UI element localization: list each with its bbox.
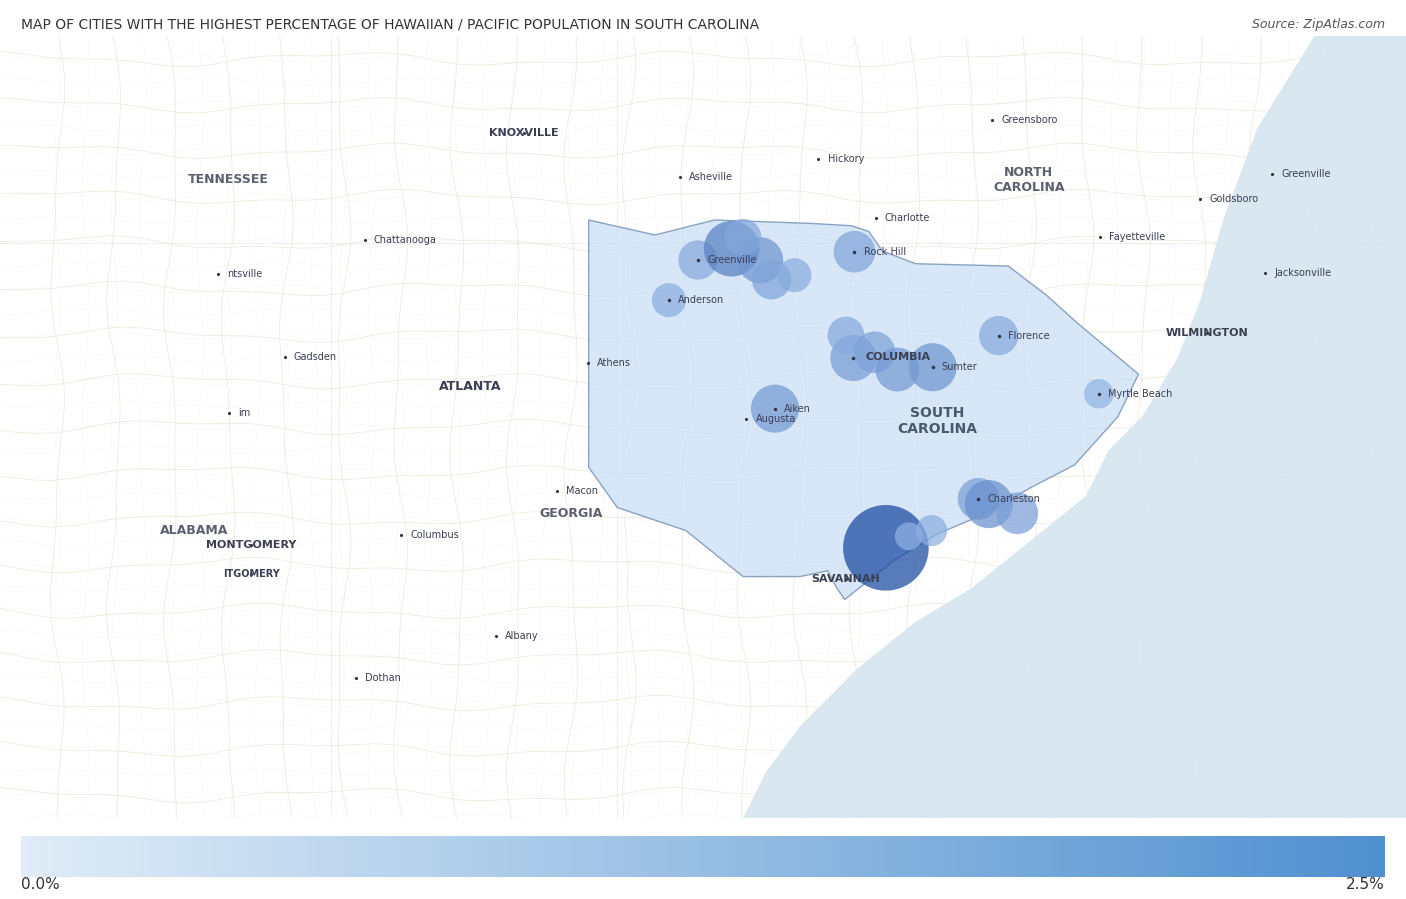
Point bbox=[761, 272, 783, 287]
Text: GEORGIA: GEORGIA bbox=[540, 507, 603, 520]
Polygon shape bbox=[742, 36, 1406, 818]
Point bbox=[763, 402, 786, 416]
Text: Asheville: Asheville bbox=[689, 173, 734, 182]
Text: Charlotte: Charlotte bbox=[884, 213, 931, 223]
Polygon shape bbox=[589, 220, 1139, 600]
Text: Macon: Macon bbox=[565, 486, 598, 496]
Point bbox=[835, 328, 858, 343]
Text: Chattanooga: Chattanooga bbox=[374, 235, 437, 245]
Text: Dothan: Dothan bbox=[364, 672, 401, 682]
Text: Goldsboro: Goldsboro bbox=[1209, 194, 1258, 204]
Text: ntsville: ntsville bbox=[228, 269, 263, 279]
Point bbox=[783, 268, 806, 282]
Point bbox=[897, 530, 920, 544]
Text: Greenville: Greenville bbox=[1281, 169, 1331, 179]
Text: ITGOMERY: ITGOMERY bbox=[224, 569, 280, 579]
Point bbox=[875, 540, 897, 555]
Text: MAP OF CITIES WITH THE HIGHEST PERCENTAGE OF HAWAIIAN / PACIFIC POPULATION IN SO: MAP OF CITIES WITH THE HIGHEST PERCENTAG… bbox=[21, 18, 759, 32]
Point bbox=[720, 242, 742, 256]
Text: Greenville: Greenville bbox=[707, 255, 756, 265]
Text: Athens: Athens bbox=[596, 358, 631, 368]
Text: Sumter: Sumter bbox=[942, 362, 977, 372]
Point bbox=[886, 362, 908, 377]
Point bbox=[977, 497, 1000, 512]
Point bbox=[921, 523, 943, 538]
Text: Greensboro: Greensboro bbox=[1001, 115, 1057, 125]
Text: Augusta: Augusta bbox=[755, 414, 796, 424]
Point bbox=[863, 345, 886, 360]
Text: Gadsden: Gadsden bbox=[294, 352, 337, 362]
Text: 0.0%: 0.0% bbox=[21, 877, 60, 892]
Point bbox=[844, 245, 866, 259]
Point bbox=[749, 253, 772, 267]
Text: Columbus: Columbus bbox=[411, 530, 460, 540]
Point bbox=[1007, 506, 1029, 521]
Text: Jacksonville: Jacksonville bbox=[1275, 268, 1331, 278]
Text: COLUMBIA: COLUMBIA bbox=[865, 352, 931, 362]
Text: SAVANNAH: SAVANNAH bbox=[811, 574, 880, 583]
Text: ATLANTA: ATLANTA bbox=[439, 380, 501, 393]
Text: Fayetteville: Fayetteville bbox=[1109, 232, 1166, 242]
Text: Anderson: Anderson bbox=[678, 295, 724, 305]
Text: TENNESSEE: TENNESSEE bbox=[188, 174, 269, 186]
Text: Source: ZipAtlas.com: Source: ZipAtlas.com bbox=[1251, 18, 1385, 31]
Point bbox=[987, 328, 1010, 343]
Point bbox=[967, 492, 990, 506]
Text: WILMINGTON: WILMINGTON bbox=[1166, 328, 1249, 338]
Text: KNOXVILLE: KNOXVILLE bbox=[489, 128, 558, 138]
Point bbox=[658, 293, 681, 307]
Point bbox=[842, 351, 865, 365]
Text: Aiken: Aiken bbox=[785, 404, 811, 414]
Text: MONTGOMERY: MONTGOMERY bbox=[207, 540, 297, 550]
Point bbox=[921, 360, 943, 374]
Text: Myrtle Beach: Myrtle Beach bbox=[1108, 388, 1173, 399]
Point bbox=[686, 253, 709, 267]
Text: NORTH
CAROLINA: NORTH CAROLINA bbox=[993, 165, 1064, 193]
Point bbox=[731, 230, 754, 245]
Text: im: im bbox=[238, 408, 250, 418]
Text: 2.5%: 2.5% bbox=[1346, 877, 1385, 892]
Text: Florence: Florence bbox=[1008, 331, 1049, 341]
Text: SOUTH
CAROLINA: SOUTH CAROLINA bbox=[897, 406, 977, 436]
Text: Hickory: Hickory bbox=[828, 154, 863, 164]
Text: Albany: Albany bbox=[505, 631, 538, 641]
Point bbox=[1088, 387, 1111, 401]
Text: Charleston: Charleston bbox=[987, 494, 1040, 503]
Text: Rock Hill: Rock Hill bbox=[863, 246, 905, 257]
Text: ALABAMA: ALABAMA bbox=[160, 524, 229, 537]
